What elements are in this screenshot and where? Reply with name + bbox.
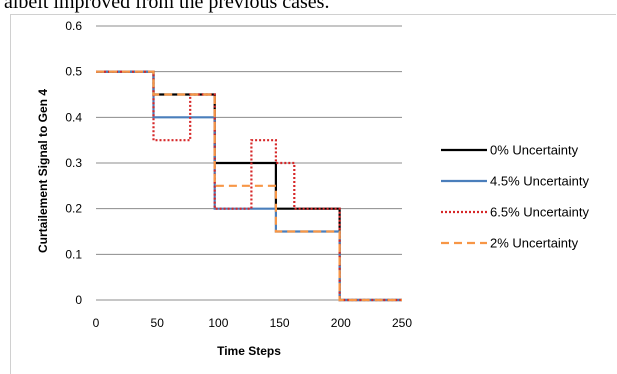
y-tick-label: 0 — [75, 293, 82, 307]
x-tick-label: 50 — [151, 316, 165, 330]
x-axis-label: Time Steps — [217, 344, 281, 358]
gridlines — [96, 25, 402, 255]
x-tick-label: 100 — [208, 316, 228, 330]
y-tick-label: 0.2 — [65, 202, 82, 216]
series-line — [96, 70, 402, 302]
x-tick-label: 250 — [392, 316, 412, 330]
legend-label: 4.5% Uncertainty — [490, 174, 589, 189]
y-tick-label: 0.5 — [65, 65, 82, 79]
caption-text: albeit improved from the previous cases. — [4, 0, 330, 13]
x-tick-label: 0 — [93, 316, 100, 330]
y-tick-label: 0.3 — [65, 156, 82, 170]
y-tick-label: 0.6 — [65, 19, 82, 33]
y-axis-label: Curtailement Signal to Gen 4 — [36, 89, 50, 253]
legend-label: 6.5% Uncertainty — [490, 205, 589, 220]
x-tick-label: 200 — [331, 316, 351, 330]
legend-label: 2% Uncertainty — [490, 236, 579, 251]
y-tick-label: 0.4 — [65, 110, 82, 124]
legend: 0% Uncertainty 4.5% Uncertainty 6.5% Uncer… — [441, 143, 589, 251]
x-axis-ticks: 0 50 100 150 200 250 — [93, 316, 413, 330]
y-tick-label: 0.1 — [65, 247, 82, 261]
chart-frame — [10, 14, 616, 374]
y-axis-ticks: 0 0.1 0.2 0.3 0.4 0.5 0.6 — [65, 19, 82, 307]
legend-label: 0% Uncertainty — [490, 143, 579, 158]
series-lines — [96, 70, 402, 302]
x-tick-label: 150 — [270, 316, 290, 330]
